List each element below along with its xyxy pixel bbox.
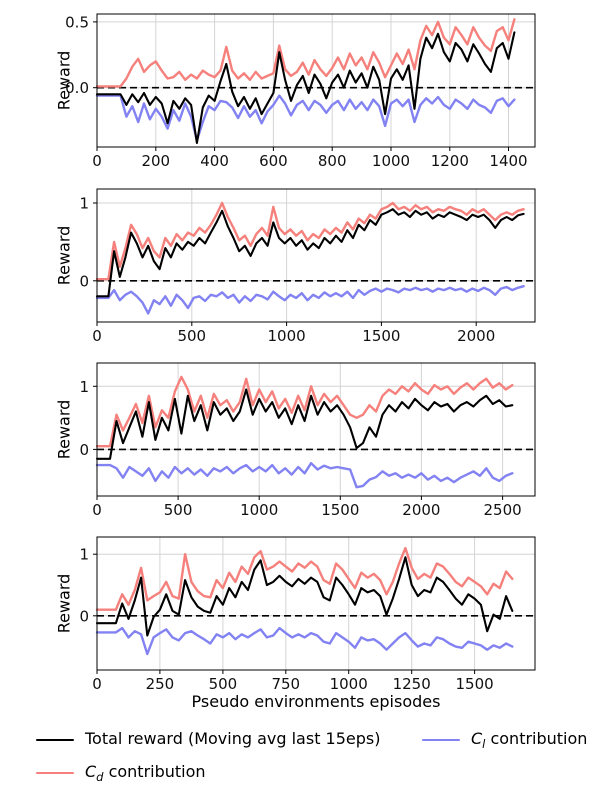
- legend: Total reward (Moving avg last 15eps) Cl …: [36, 729, 596, 791]
- svg-text:500: 500: [164, 501, 193, 519]
- svg-text:1000: 1000: [330, 675, 368, 693]
- svg-text:0.5: 0.5: [65, 13, 89, 31]
- y-axis-label-subplot-2: Reward: [52, 189, 76, 322]
- svg-text:600: 600: [259, 152, 288, 170]
- svg-text:1500: 1500: [456, 675, 494, 693]
- svg-text:750: 750: [271, 675, 300, 693]
- svg-text:800: 800: [318, 152, 347, 170]
- svg-text:0: 0: [92, 327, 102, 345]
- svg-text:1200: 1200: [431, 152, 469, 170]
- legend-label-cl-contribution: Cl contribution: [471, 728, 588, 752]
- legend-line-cd-contribution: [36, 771, 74, 775]
- svg-text:0: 0: [92, 152, 102, 170]
- svg-text:2500: 2500: [484, 501, 522, 519]
- legend-entry-total-reward: Total reward (Moving avg last 15eps): [36, 729, 380, 751]
- legend-line-cl-contribution: [422, 738, 460, 742]
- legend-entry-cd-contribution: Cd contribution: [36, 762, 206, 784]
- legend-entry-cl-contribution: Cl contribution: [422, 729, 587, 751]
- svg-text:2000: 2000: [457, 327, 495, 345]
- y-axis-label-text: Reward: [54, 399, 74, 460]
- svg-text:0: 0: [92, 675, 102, 693]
- svg-text:1500: 1500: [362, 327, 400, 345]
- y-axis-label-subplot-4: Reward: [52, 537, 76, 670]
- svg-text:400: 400: [200, 152, 229, 170]
- legend-label-cd-contribution: Cd contribution: [85, 761, 206, 785]
- svg-text:0: 0: [79, 607, 89, 625]
- svg-text:1: 1: [79, 546, 89, 564]
- svg-text:1400: 1400: [489, 152, 527, 170]
- y-axis-label-text: Reward: [54, 573, 74, 634]
- legend-label-total-reward: Total reward (Moving avg last 15eps): [85, 728, 381, 748]
- svg-text:500: 500: [177, 327, 206, 345]
- svg-text:1250: 1250: [393, 675, 431, 693]
- svg-text:0: 0: [92, 501, 102, 519]
- svg-text:1000: 1000: [240, 501, 278, 519]
- svg-text:1000: 1000: [372, 152, 410, 170]
- svg-text:0.0: 0.0: [65, 79, 89, 97]
- y-axis-label-text: Reward: [54, 50, 74, 111]
- svg-text:200: 200: [141, 152, 170, 170]
- svg-text:1500: 1500: [321, 501, 359, 519]
- svg-text:2000: 2000: [402, 501, 440, 519]
- svg-text:0: 0: [79, 272, 89, 290]
- svg-text:1: 1: [79, 378, 89, 396]
- legend-line-total-reward: [36, 738, 74, 742]
- svg-text:1000: 1000: [268, 327, 306, 345]
- svg-text:500: 500: [209, 675, 238, 693]
- svg-text:0: 0: [79, 441, 89, 459]
- y-axis-label-subplot-1: Reward: [52, 14, 76, 147]
- svg-text:250: 250: [146, 675, 175, 693]
- y-axis-label-subplot-3: Reward: [52, 363, 76, 496]
- x-axis-label: Pseudo environments episodes: [191, 692, 441, 711]
- y-axis-label-text: Reward: [54, 225, 74, 286]
- svg-text:1: 1: [79, 195, 89, 213]
